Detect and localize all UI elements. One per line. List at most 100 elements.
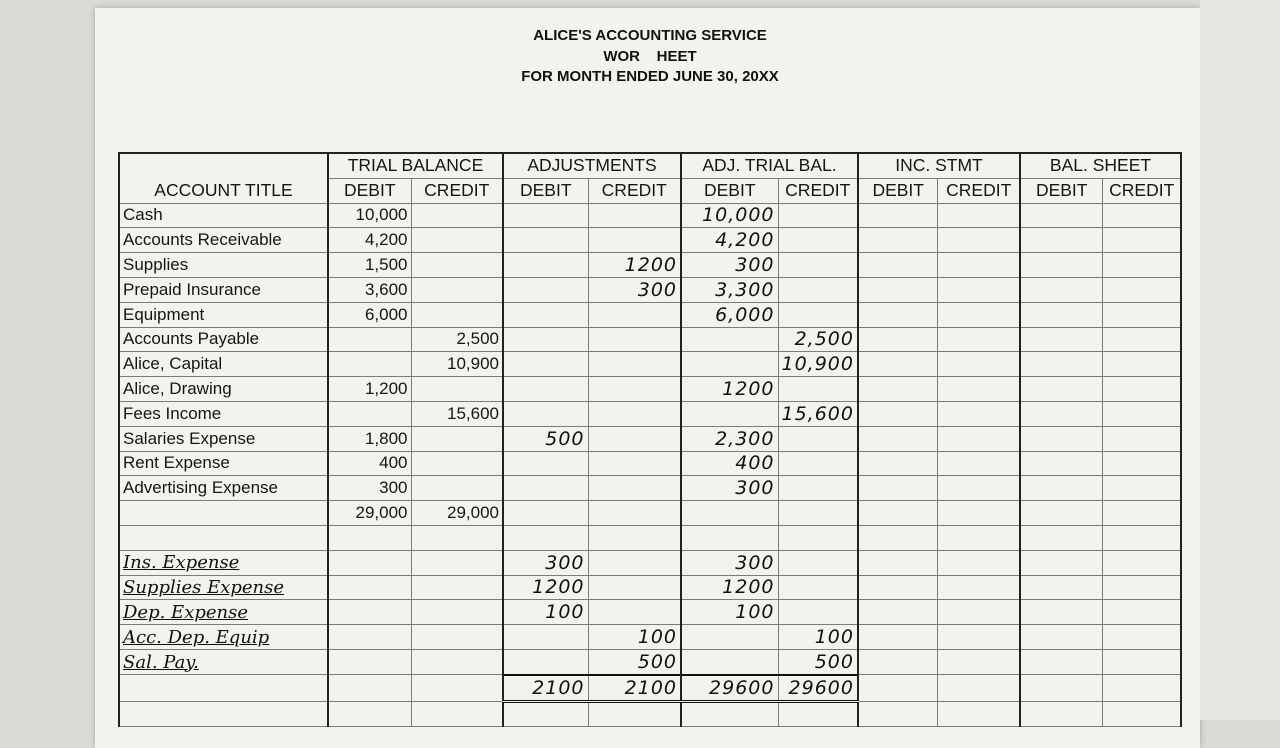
- atb-cr-cell: [777, 425, 859, 452]
- inc-dr-cell: [856, 301, 939, 328]
- bal-credit-header: CREDIT: [1102, 177, 1182, 204]
- inc-credit-header: CREDIT: [937, 177, 1021, 204]
- tb-debit-header: DEBIT: [327, 177, 412, 204]
- bal-dr-cell: [1018, 549, 1104, 576]
- atb-dr-cell: [680, 400, 779, 427]
- bal-dr-cell: [1018, 700, 1104, 728]
- adj-cr-cell: [587, 574, 682, 601]
- inc-cr-cell: [937, 524, 1021, 551]
- atb-cr-cell: [777, 202, 859, 229]
- atb-cr-cell: [777, 376, 859, 402]
- account-title-cell: Supplies Expense: [118, 574, 329, 601]
- group-trial-balance: TRIAL BALANCE: [327, 151, 504, 179]
- bal-cr-cell: [1102, 376, 1182, 402]
- bal-cr-cell: [1102, 524, 1182, 551]
- adj-cr-cell: 2100: [587, 673, 682, 703]
- inc-cr-cell: [937, 425, 1021, 452]
- inc-cr-cell: [937, 574, 1021, 601]
- account-title-cell: [118, 674, 329, 702]
- adj-cr-cell: [587, 326, 682, 353]
- adj-dr-cell: [502, 500, 589, 526]
- adj-cr-cell: [587, 549, 682, 576]
- tb-cr-cell: [410, 252, 504, 278]
- account-title-cell: Cash: [118, 202, 329, 229]
- inc-dr-cell: [856, 700, 939, 728]
- atb-dr-cell: [680, 624, 779, 650]
- adj-dr-cell: [502, 400, 589, 427]
- atb-dr-cell: [680, 326, 779, 353]
- account-title-cell: [118, 500, 329, 526]
- tb-dr-cell: [327, 648, 412, 676]
- atb-cr-cell: [777, 475, 859, 502]
- bal-cr-cell: [1102, 475, 1182, 502]
- atb-dr-cell: [680, 648, 779, 676]
- adj-dr-cell: [502, 648, 589, 676]
- inc-cr-cell: [937, 450, 1021, 477]
- inc-cr-cell: [937, 276, 1021, 303]
- adj-dr-cell: [502, 700, 589, 728]
- bal-dr-cell: [1018, 674, 1104, 702]
- atb-dr-cell: 1200: [680, 574, 779, 601]
- tb-dr-cell: 3,600: [327, 276, 412, 303]
- atb-cr-cell: 100: [777, 624, 859, 650]
- account-row: Salaries Expense 1,800 500 2,300: [118, 425, 1182, 452]
- adj-cr-cell: [587, 227, 682, 254]
- adj-dr-cell: [502, 276, 589, 303]
- worksheet-heading: ALICE'S ACCOUNTING SERVICE WOR HEET FOR …: [0, 26, 1280, 88]
- bal-cr-cell: [1102, 425, 1182, 452]
- inc-cr-cell: [937, 376, 1021, 402]
- tb-dr-cell: 1,800: [327, 425, 412, 452]
- bal-dr-cell: [1018, 376, 1104, 402]
- adj-cr-cell: 500: [587, 648, 682, 676]
- added-account-row: Sal. Pay. 500 500: [118, 648, 1182, 676]
- tb-cr-cell: [410, 674, 504, 702]
- tb-cr-cell: 2,500: [410, 326, 504, 353]
- adj-cr-cell: 100: [587, 624, 682, 650]
- inc-dr-cell: [856, 599, 939, 626]
- account-title-cell: Prepaid Insurance: [118, 276, 329, 303]
- tb-cr-cell: [410, 301, 504, 328]
- adj-dr-cell: [502, 450, 589, 477]
- tb-cr-cell: [410, 599, 504, 626]
- bal-dr-cell: [1018, 648, 1104, 676]
- atb-dr-cell: 300: [680, 252, 779, 278]
- bal-cr-cell: [1102, 599, 1182, 626]
- tb-cr-cell: [410, 648, 504, 676]
- atb-dr-cell: 4,200: [680, 227, 779, 254]
- blank-header-cell: [118, 151, 329, 179]
- tb-dr-cell: [327, 700, 412, 728]
- account-row: Accounts Receivable 4,200 4,200: [118, 227, 1182, 254]
- bal-dr-cell: [1018, 252, 1104, 278]
- adj-cr-cell: [587, 524, 682, 551]
- bal-dr-cell: [1018, 624, 1104, 650]
- inc-cr-cell: [937, 351, 1021, 378]
- adj-dr-cell: [502, 351, 589, 378]
- group-header-row: TRIAL BALANCE ADJUSTMENTS ADJ. TRIAL BAL…: [118, 151, 1182, 179]
- bal-dr-cell: [1018, 227, 1104, 254]
- tb-dr-cell: 29,000: [327, 500, 412, 526]
- account-title-cell: Ins. Expense: [118, 549, 329, 576]
- account-title-cell: Equipment: [118, 301, 329, 328]
- tb-dr-cell: [327, 674, 412, 702]
- account-row: Alice, Capital 10,900 10,900: [118, 351, 1182, 378]
- adj-dr-cell: [502, 326, 589, 353]
- atb-cr-cell: [777, 301, 859, 328]
- adj-cr-cell: [587, 400, 682, 427]
- atb-cr-cell: [777, 227, 859, 254]
- atb-cr-cell: [777, 700, 859, 728]
- inc-dr-cell: [856, 425, 939, 452]
- adj-cr-cell: [587, 475, 682, 502]
- adj-cr-cell: 1200: [587, 252, 682, 278]
- account-title-cell: Alice, Capital: [118, 351, 329, 378]
- adj-cr-cell: [587, 500, 682, 526]
- atb-dr-cell: 3,300: [680, 276, 779, 303]
- account-title-cell: Supplies: [118, 252, 329, 278]
- tb-cr-cell: [410, 450, 504, 477]
- inc-dr-cell: [856, 524, 939, 551]
- adj-dr-cell: 500: [502, 425, 589, 452]
- adj-dr-cell: 300: [502, 549, 589, 576]
- inc-dr-cell: [856, 202, 939, 229]
- atb-cr-cell: [777, 524, 859, 551]
- bal-cr-cell: [1102, 700, 1182, 728]
- tb-dr-cell: [327, 400, 412, 427]
